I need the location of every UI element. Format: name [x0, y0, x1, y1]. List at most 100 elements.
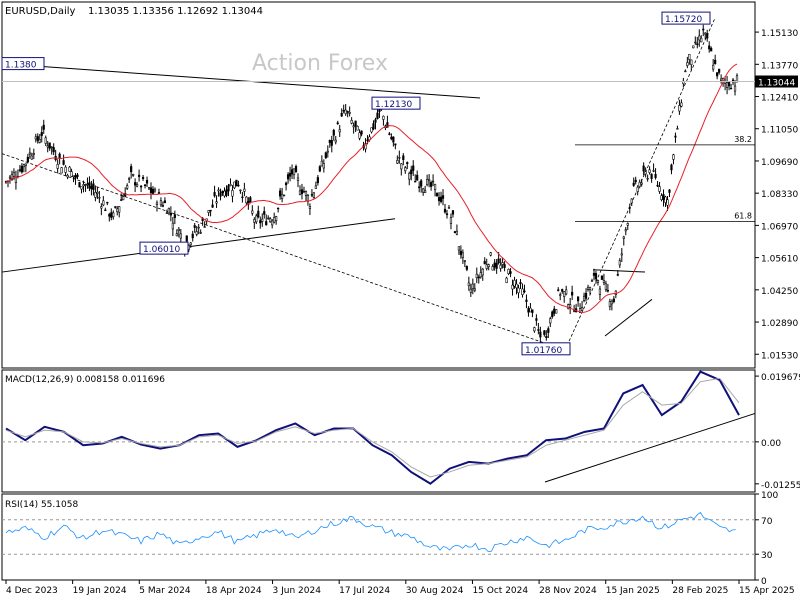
candle-body [549, 318, 552, 324]
candle-body [418, 186, 421, 189]
candle-body [453, 231, 457, 234]
candle-body [356, 126, 359, 131]
candle-body [648, 169, 651, 173]
candle-body [76, 174, 79, 177]
price-annotation-label: 1.01760 [525, 346, 562, 356]
candle-body [455, 230, 459, 235]
candle-body [426, 179, 429, 186]
candle-body [632, 182, 635, 186]
candle-body [78, 182, 81, 188]
candle-body [424, 190, 427, 194]
candle-body [136, 184, 139, 187]
candle-body [416, 174, 419, 181]
candle-body [46, 145, 49, 148]
candle-body [535, 318, 538, 321]
candle-body [533, 327, 536, 332]
candle-body [497, 258, 500, 264]
candle-body [459, 250, 462, 256]
candle-body [666, 199, 669, 206]
time-tick-label: 18 Apr 2024 [206, 586, 262, 596]
candle-body [576, 296, 580, 302]
candle-body [275, 216, 278, 221]
candle-body [370, 127, 373, 133]
time-tick-label: 15 Jan 2025 [606, 586, 660, 596]
rsi-title: RSI(14) 55.1058 [5, 500, 78, 510]
candle-body [352, 125, 355, 128]
candle-body [733, 85, 737, 92]
candle-body [720, 78, 723, 82]
lower-channel-line [1, 218, 396, 273]
price-tick-label: 1.13770 [761, 61, 798, 71]
candle-body [481, 268, 484, 276]
rsi-tick-label: 0 [761, 577, 767, 587]
candle-body [338, 129, 341, 133]
candle-body [296, 177, 300, 181]
candle-body [519, 282, 522, 285]
candle-body [32, 153, 35, 155]
candle-body [286, 174, 290, 180]
current-price-tag [755, 75, 798, 88]
candle-body [290, 169, 294, 175]
candle-body [692, 45, 695, 49]
candle-body [88, 182, 91, 189]
candle-body [130, 166, 133, 173]
candle-body [344, 109, 347, 115]
candle-body [553, 308, 556, 314]
candle-body [80, 186, 83, 190]
candle-body [640, 182, 643, 185]
candle-body [412, 165, 415, 171]
candle-body [684, 70, 687, 73]
candle-body [493, 262, 496, 268]
candle-body [555, 309, 558, 314]
candle-body [688, 54, 691, 60]
candle-body [437, 197, 441, 201]
candle-body [257, 210, 260, 218]
candle-body [398, 157, 401, 159]
candle-body [74, 175, 77, 179]
upper-channel-line [1, 63, 481, 99]
candle-body [139, 185, 143, 188]
price-tick-label: 1.05610 [761, 255, 798, 265]
candle-body [86, 183, 89, 186]
price-tick-label: 1.02890 [761, 319, 798, 329]
candle-body [547, 328, 550, 333]
candle-body [396, 160, 399, 164]
fibonacci-levels: 38.2 61.8 [575, 135, 755, 223]
candle-body [628, 207, 631, 209]
candle-body [197, 226, 200, 229]
candle-body [100, 206, 103, 209]
candle-body [251, 210, 254, 214]
candle-body [281, 194, 284, 199]
candle-body [265, 221, 268, 226]
time-tick-label: 28 Nov 2024 [539, 586, 597, 596]
candle-body [68, 166, 71, 172]
candle-body [602, 280, 606, 283]
candle-body [284, 182, 288, 186]
candle-body [503, 264, 506, 268]
macd-main-line [5, 370, 740, 485]
candle-body [571, 291, 574, 296]
candle-body [457, 246, 461, 251]
candle-body [116, 208, 119, 213]
candle-body [155, 202, 159, 205]
candle-body [126, 185, 129, 189]
candle-body [330, 140, 333, 146]
candle-body [604, 283, 608, 290]
price-tick-label: 1.06970 [761, 222, 798, 232]
candle-body [408, 173, 411, 180]
candle-body [114, 206, 117, 208]
candle-body [147, 187, 151, 190]
current-price-label: 1.13044 [758, 79, 795, 89]
candle-body [487, 264, 490, 267]
candle-body [40, 132, 43, 136]
candle-body [20, 165, 23, 173]
watermark: Action Forex [252, 51, 388, 76]
macd-title: MACD(12,26,9) 0.008158 0.011696 [5, 375, 165, 385]
candle-body [529, 307, 532, 313]
candle-body [358, 132, 361, 139]
candle-body [644, 171, 647, 175]
rsi-tick-label: 100 [761, 491, 778, 501]
candle-body [38, 139, 41, 143]
candle-body [366, 139, 369, 142]
candle-body [10, 173, 14, 180]
